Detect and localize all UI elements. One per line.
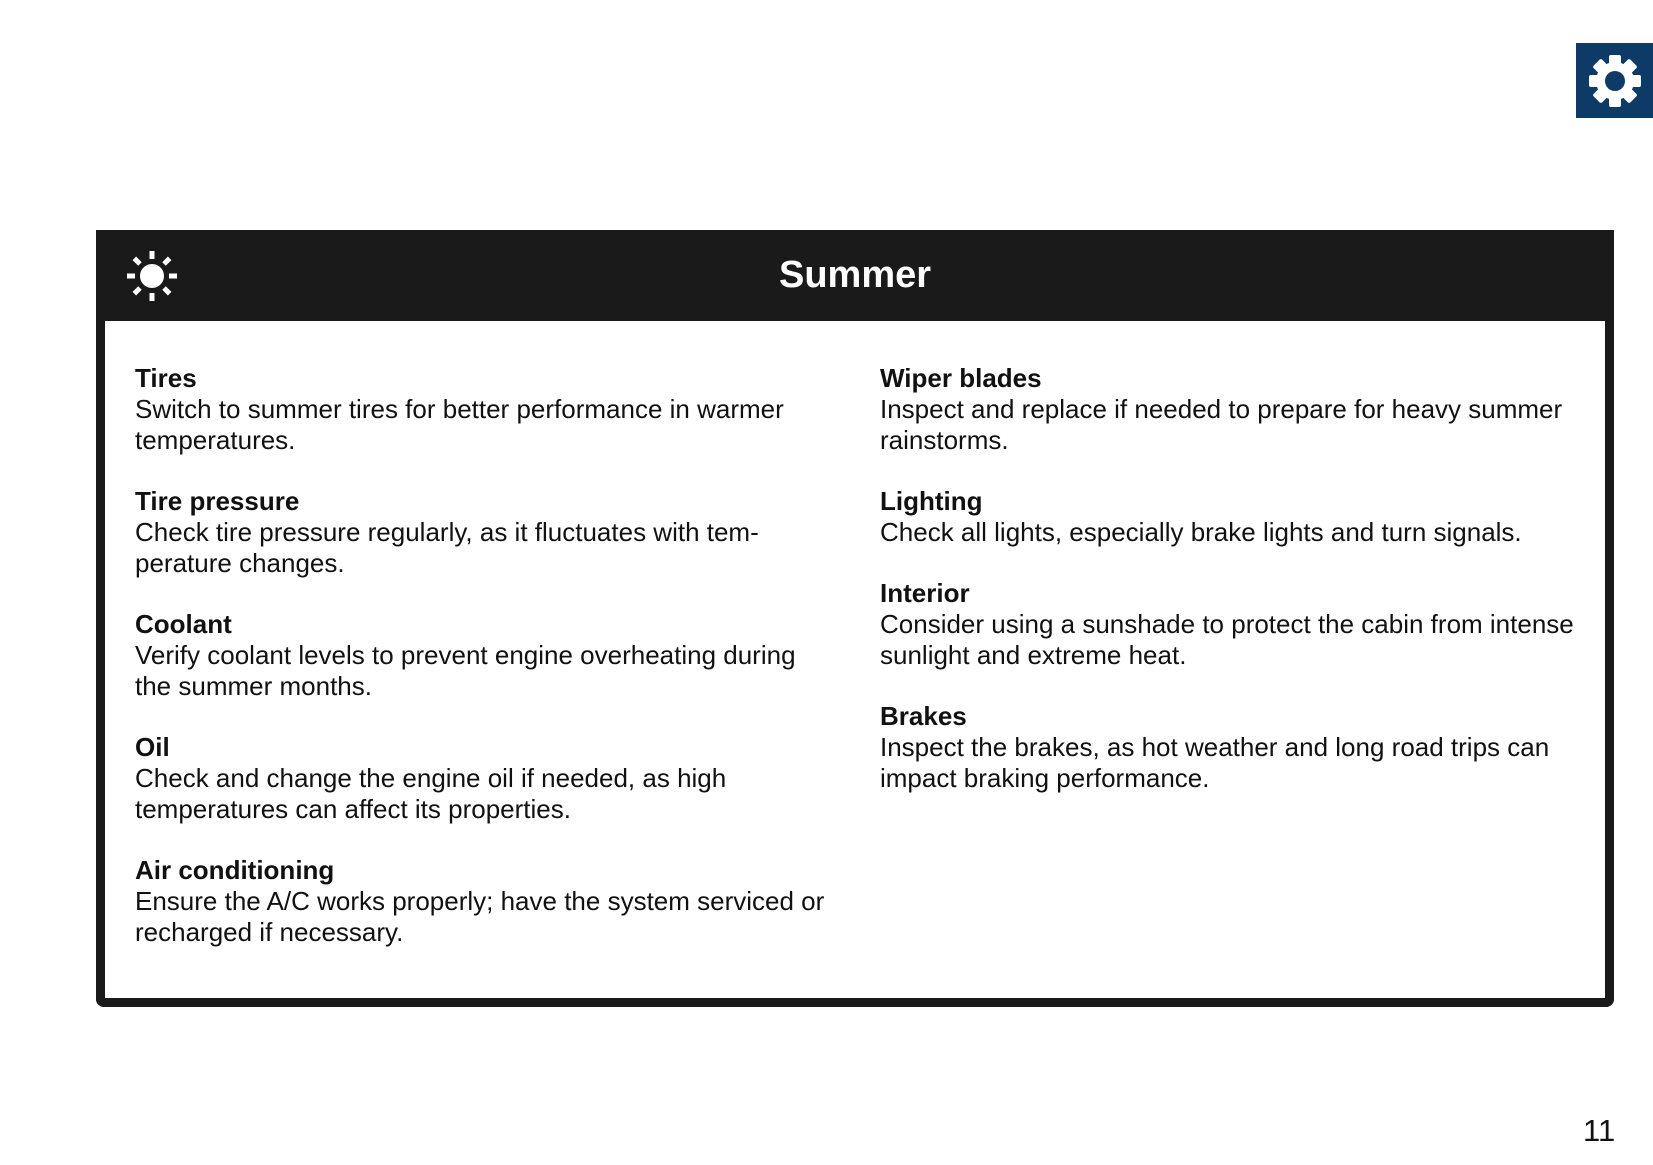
tip-item: Lighting Check all lights, especially bra… [880,486,1600,548]
tip-item: Interior Consider using a sunshade to pro… [880,578,1600,671]
card-header: Summer [96,230,1614,321]
tip-item: Tire pressure Check tire pressure regular… [135,486,835,579]
tip-item: Brakes Inspect the brakes, as hot weather… [880,701,1600,794]
tip-heading: Wiper blades [880,363,1042,393]
tip-item: Oil Check and change the engine oil if ne… [135,732,835,825]
tip-text: Switch to summer tires for better perfor… [135,394,784,455]
tip-item: Tires Switch to summer tires for better p… [135,363,835,456]
tip-text: Verify coolant levels to prevent engine … [135,640,796,701]
tip-heading: Tire pressure [135,486,300,516]
tip-text: Check tire pressure regularly, as it flu… [135,517,759,578]
tip-text: Inspect and replace if needed to prepare… [880,394,1563,455]
right-column: Wiper blades Inspect and replace if neede… [880,363,1600,824]
section-title: Summer [778,254,932,296]
left-column: Tires Switch to summer tires for better p… [135,363,835,978]
summer-card: Summer Tires Switch to summer tires for b… [96,230,1614,1007]
tip-heading: Oil [135,732,170,762]
tip-item: Wiper blades Inspect and replace if neede… [880,363,1600,456]
tip-heading: Interior [880,578,970,608]
tip-heading: Air conditioning [135,855,335,885]
tip-item: Air conditioning Ensure the A/C works pro… [135,855,835,948]
tip-text: Check and change the engine oil if neede… [135,763,727,824]
tip-text: Check all lights, especially brake light… [880,517,1522,547]
tip-text: Ensure the A/C works properly; have the … [135,886,825,947]
tip-heading: Coolant [135,609,232,639]
tip-text: Consider using a sunshade to protect the… [880,609,1574,670]
tip-heading: Brakes [880,701,967,731]
tip-heading: Tires [135,363,197,393]
sun-icon [127,251,177,301]
settings-button[interactable] [1576,43,1653,118]
page-number: 11 [1583,1113,1616,1148]
tip-item: Coolant Verify coolant levels to prevent … [135,609,835,702]
tip-heading: Lighting [880,486,983,516]
gear-icon [1588,54,1641,107]
tip-text: Inspect the brakes, as hot weather and l… [880,732,1550,793]
